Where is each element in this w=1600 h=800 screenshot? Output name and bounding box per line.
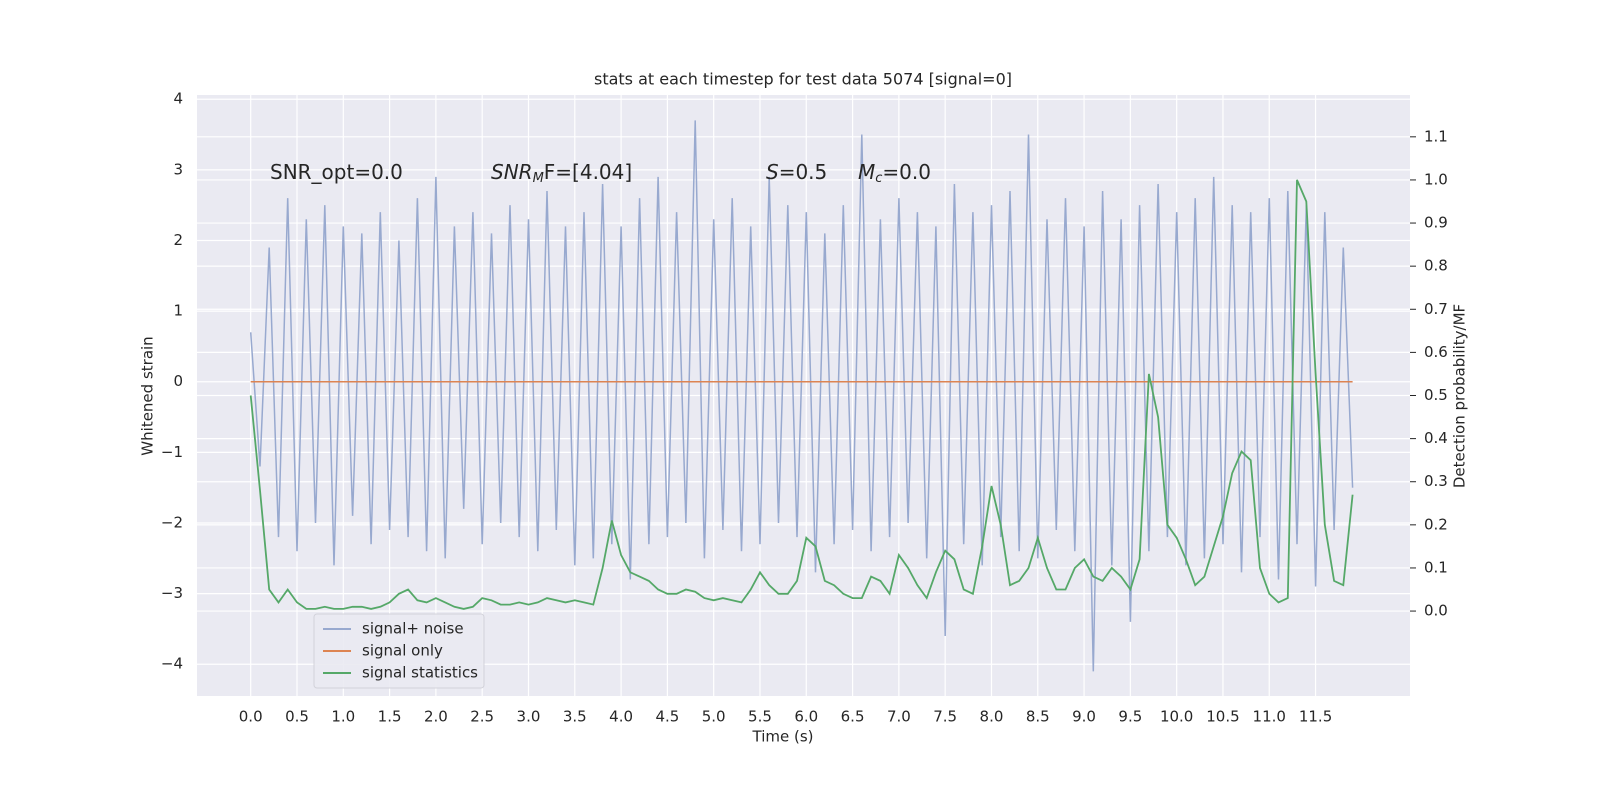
y2-tick-label: 0.6 <box>1424 343 1448 361</box>
y-tick-label: −3 <box>161 584 183 602</box>
y-tick-label: 0 <box>173 372 183 390</box>
y2-tick-label: 0.3 <box>1424 472 1448 490</box>
legend-label: signal+ noise <box>362 620 464 638</box>
series-line <box>249 120 1354 672</box>
x-tick-label: 8.0 <box>980 708 1004 726</box>
annotation-part: M <box>858 160 875 184</box>
legend-label: signal only <box>362 642 443 660</box>
y2-tick-label: 1.0 <box>1424 170 1448 188</box>
y2-tick-label: 0.5 <box>1424 386 1448 404</box>
annotation-sub: M <box>533 171 544 186</box>
y2-tick-label: 0.7 <box>1424 300 1448 318</box>
y2-tick-label: 0.9 <box>1424 214 1448 232</box>
x-tick-label: 1.0 <box>331 708 355 726</box>
annotation: S=0.5 <box>766 160 827 184</box>
x-tick-label: 4.0 <box>609 708 633 726</box>
x-tick-label: 11.0 <box>1253 708 1286 726</box>
x-tick-label: 3.0 <box>517 708 541 726</box>
series-line <box>249 179 1354 610</box>
y-tick-label: −4 <box>161 655 183 673</box>
x-tick-label: 2.0 <box>424 708 448 726</box>
y2-tick-label: 0.1 <box>1424 558 1448 576</box>
x-tick-label: 4.5 <box>655 708 679 726</box>
y2-tick-label: 0.8 <box>1424 257 1448 275</box>
chart-title: stats at each timestep for test data 507… <box>594 70 1012 89</box>
x-tick-label: 8.5 <box>1026 708 1050 726</box>
annotation: SNRMF=[4.04] <box>491 160 632 186</box>
y2-axis-label: Detection probability/MF <box>1451 304 1469 488</box>
y-tick-label: 2 <box>173 231 183 249</box>
y-tick-label: 4 <box>173 90 183 108</box>
y2-tick-label: 0.2 <box>1424 515 1448 533</box>
y-tick-label: 1 <box>173 302 183 320</box>
x-tick-label: 0.5 <box>285 708 309 726</box>
x-tick-label: 0.0 <box>239 708 263 726</box>
x-tick-label: 10.5 <box>1206 708 1239 726</box>
annotation-sub: c <box>875 171 882 186</box>
x-tick-label: 2.5 <box>470 708 494 726</box>
x-tick-label: 5.5 <box>748 708 772 726</box>
x-tick-label: 7.0 <box>887 708 911 726</box>
y-tick-label: 3 <box>173 160 183 178</box>
legend-box <box>313 613 485 689</box>
x-tick-label: 7.5 <box>933 708 957 726</box>
legend-label: signal statistics <box>362 664 478 682</box>
y-axis-label: Whitened strain <box>139 336 157 455</box>
annotation-tail: F=[4.04] <box>544 160 632 184</box>
x-tick-label: 9.5 <box>1118 708 1142 726</box>
y-tick-label: −1 <box>161 443 183 461</box>
annotation-part: S <box>766 160 779 184</box>
y2-tick-label: 0.0 <box>1424 602 1448 620</box>
annotation-tail: =0.5 <box>779 160 828 184</box>
x-tick-label: 3.5 <box>563 708 587 726</box>
x-tick-label: 9.0 <box>1072 708 1096 726</box>
x-tick-label: 10.0 <box>1160 708 1193 726</box>
y2-tick-label: 1.1 <box>1424 127 1448 145</box>
x-tick-label: 11.5 <box>1299 708 1332 726</box>
annotation: Mc=0.0 <box>858 160 931 186</box>
y-tick-label: −2 <box>161 513 183 531</box>
annotation-tail: =0.0 <box>882 160 931 184</box>
x-tick-label: 6.0 <box>794 708 818 726</box>
annotation-part: SNR <box>491 160 533 184</box>
x-tick-label: 5.0 <box>702 708 726 726</box>
x-axis-label: Time (s) <box>752 728 814 746</box>
x-tick-label: 1.5 <box>378 708 402 726</box>
y2-tick-label: 0.4 <box>1424 429 1448 447</box>
annotation-part: SNR_opt=0.0 <box>270 160 403 184</box>
annotation: SNR_opt=0.0 <box>270 160 403 184</box>
x-tick-label: 6.5 <box>841 708 865 726</box>
